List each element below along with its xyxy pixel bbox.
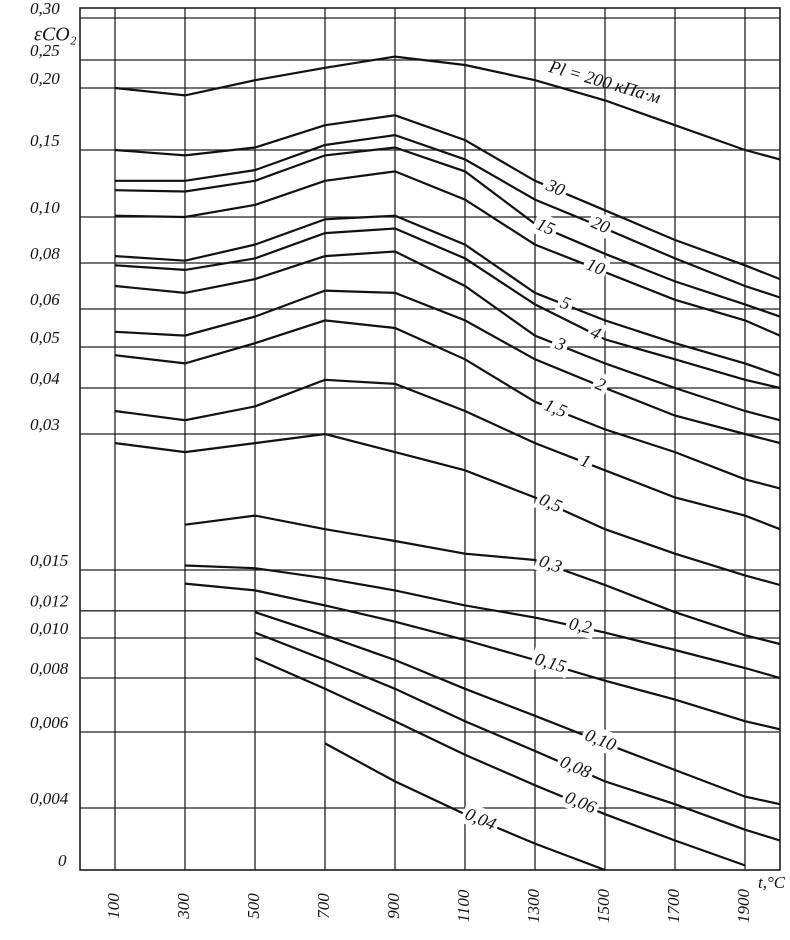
y-tick-label: 0,30 [30,0,60,18]
curve [184,582,781,731]
curve-label-group: 0,15 [529,646,572,679]
y-tick-label: 0 [58,851,67,870]
curve-label-group: 1 [574,447,597,474]
label-bg [539,172,572,203]
y-tick-label: 0,10 [30,198,60,217]
curve [254,656,746,867]
x-tick-label: 700 [314,893,333,919]
x-tick-label: 900 [384,893,403,919]
curve-label-group: 3 [548,330,572,357]
curve-label-group: 0,2 [564,611,597,640]
label-bg [580,251,611,282]
curve [114,170,781,337]
y-tick-label: 0,010 [30,619,69,638]
curve-label: 0,2 [567,613,593,637]
label-bg [585,209,617,240]
x-tick-label: 1700 [664,889,683,924]
label-bg [589,371,612,398]
curve [184,564,781,680]
label-bg [579,722,623,757]
curve-label-group: 20 [585,209,617,240]
curve-label-group: 0,10 [579,722,623,757]
curve-label-group: 5 [554,289,577,316]
label-bg [538,392,573,424]
x-axis-label: t,°C [758,873,786,892]
curve [254,631,781,842]
label-bg [533,548,568,579]
curve [114,227,781,390]
curve-label-group: 0,08 [554,749,598,785]
y-tick-label: 0,03 [30,415,60,434]
x-tick-label: 1100 [454,889,473,922]
curve-label-group: 1,5 [538,392,573,424]
curve-label-group: 0,3 [533,548,568,579]
curve [114,432,781,587]
curve [115,133,781,299]
y-tick-label: 0,006 [30,713,69,732]
x-tick-label: 300 [174,893,193,920]
x-tick-label: 1300 [524,889,543,924]
label-bg [533,486,569,519]
y-tick-label: 0,015 [30,551,68,570]
y-axis-label: εCO₂ [34,24,77,46]
curve [114,378,781,531]
curve-label-group: 2 [589,371,612,398]
y-tick-label: 0,012 [30,592,69,611]
x-tick-label: 500 [244,893,263,919]
label-bg [559,784,603,820]
curve [114,214,781,377]
y-tick-label: 0,08 [30,244,60,263]
label-bg [574,447,597,474]
curve [114,114,781,281]
label-bg [548,330,572,357]
curve [184,514,781,646]
curve [114,250,781,422]
y-tick-label: 0,20 [30,69,60,88]
curve [114,289,781,445]
y-tick-label: 0,15 [30,131,60,150]
curve-label-group: 0,06 [559,784,603,820]
y-tick-label: 0,04 [30,369,60,388]
curve [254,611,781,806]
y-tick-label: 0,004 [30,789,69,808]
curve [114,146,781,318]
x-tick-label: 1900 [734,889,753,924]
y-tick-label: 0,008 [30,659,69,678]
curve-label-group: 30 [539,172,572,203]
label-bg [554,289,577,316]
x-tick-label: 1500 [594,889,613,924]
label-bg [530,211,562,242]
y-tick-label: 0,05 [30,328,60,347]
label-bg [459,801,503,837]
curve-label-group: 0,5 [533,486,569,519]
label-bg [554,749,598,785]
label-bg [584,319,608,346]
x-tick-label: 100 [104,893,123,919]
label-bg [529,646,572,679]
curve [114,55,781,161]
curve [114,319,781,490]
curve-label-group: 10 [580,251,611,282]
curve-label-group: 4 [584,319,608,346]
curve-label: 0,15 [533,649,569,677]
label-bg [564,611,597,640]
y-tick-label: 0,25 [30,41,60,60]
y-tick-label: 0,06 [30,290,60,309]
